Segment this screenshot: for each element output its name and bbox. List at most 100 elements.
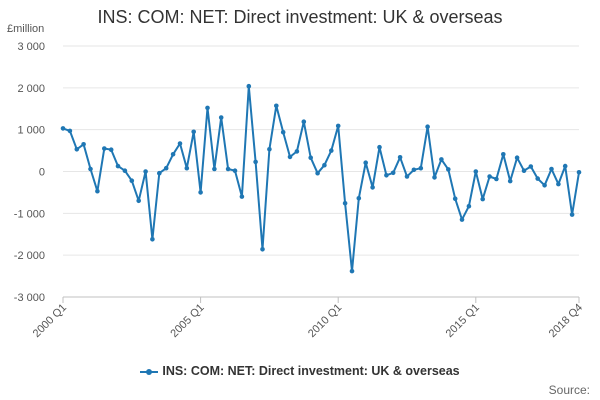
x-tick-label: 2010 Q1: [306, 302, 344, 340]
data-point: [452, 196, 458, 201]
x-tick-label: 2005 Q1: [168, 302, 206, 340]
x-tick-label: 2000 Q1: [31, 302, 69, 340]
data-point: [267, 147, 272, 152]
data-point: [184, 165, 190, 171]
data-point: [143, 169, 148, 174]
data-point: [501, 152, 506, 157]
data-point: [170, 152, 176, 157]
data-point: [280, 129, 286, 135]
data-point: [102, 146, 107, 151]
data-point: [274, 103, 279, 109]
data-point: [335, 123, 341, 129]
series-line: [62, 85, 580, 273]
data-point: [260, 247, 265, 252]
y-tick-label: 0: [39, 167, 45, 179]
data-point: [397, 155, 403, 160]
gridlines: [63, 45, 579, 256]
data-point: [157, 170, 162, 176]
y-tick-label: 2 000: [17, 83, 45, 95]
data-point: [287, 154, 293, 160]
data-point: [432, 175, 437, 180]
data-point: [225, 166, 231, 172]
data-point: [60, 126, 66, 131]
data-point: [363, 160, 369, 165]
data-point: [205, 105, 210, 111]
data-point: [74, 147, 80, 152]
data-point: [177, 141, 183, 146]
x-tick-label: 2018 Q4: [547, 302, 585, 340]
data-point: [556, 181, 561, 187]
data-point: [329, 148, 334, 153]
y-tick-label: -2 000: [14, 250, 45, 262]
data-point: [88, 166, 93, 172]
data-point: [115, 163, 121, 169]
axes: [62, 296, 580, 303]
data-point: [108, 147, 114, 152]
legend-label: INS: COM: NET: Direct investment: UK & o…: [162, 364, 460, 378]
data-point: [390, 170, 396, 176]
data-point: [81, 142, 86, 147]
data-point: [494, 176, 499, 182]
data-point: [473, 169, 479, 174]
data-point: [370, 185, 375, 190]
source-label: Source:: [548, 383, 590, 397]
data-point: [425, 124, 430, 129]
data-point: [136, 198, 141, 204]
data-point: [480, 196, 486, 202]
legend[interactable]: INS: COM: NET: Direct investment: UK & o…: [0, 364, 600, 378]
data-point: [562, 163, 568, 169]
data-point: [322, 162, 327, 168]
data-point: [521, 168, 527, 173]
data-point: [315, 170, 320, 176]
data-point: [198, 190, 203, 195]
x-tick-labels: 2000 Q1 2005 Q1 2010 Q1 2015 Q1 2018 Q4: [31, 302, 585, 340]
data-point: [514, 155, 520, 160]
data-point: [239, 194, 245, 199]
data-point: [569, 212, 575, 217]
data-point: [163, 165, 169, 171]
data-point: [535, 176, 540, 181]
data-point: [411, 167, 417, 173]
data-point: [549, 166, 554, 172]
data-point: [253, 159, 258, 165]
data-point: [528, 164, 534, 169]
data-point: [232, 168, 238, 173]
data-point: [459, 217, 465, 222]
data-point: [129, 178, 135, 183]
data-point: [384, 173, 389, 178]
y-tick-label: 1 000: [17, 125, 45, 137]
y-tick-label: 3 000: [17, 41, 45, 53]
data-point: [349, 268, 355, 274]
data-point: [507, 178, 513, 184]
data-point: [418, 165, 424, 171]
data-point: [487, 174, 492, 179]
data-point: [150, 237, 155, 242]
chart-title: INS: COM: NET: Direct investment: UK & o…: [97, 7, 503, 27]
data-point: [308, 155, 314, 160]
data-point: [466, 203, 472, 209]
data-point: [191, 129, 196, 135]
data-point: [404, 174, 410, 179]
y-tick-labels: -3 000 -2 000 -1 000 0 1 000 2 000 3 000: [14, 41, 45, 304]
y-axis-unit-label: £million: [7, 23, 45, 35]
data-point: [576, 170, 582, 175]
data-point: [356, 196, 362, 201]
data-point: [439, 157, 444, 162]
data-point: [342, 201, 348, 206]
data-point: [446, 167, 451, 172]
data-point: [246, 83, 252, 89]
data-point: [122, 168, 128, 173]
x-tick-label: 2015 Q1: [444, 302, 482, 340]
y-tick-label: -3 000: [14, 292, 45, 304]
data-point: [542, 183, 547, 188]
data-point: [218, 115, 224, 120]
y-tick-label: -1 000: [14, 208, 45, 220]
data-point: [377, 144, 382, 150]
data-point: [95, 188, 100, 194]
data-point: [294, 149, 300, 154]
data-point: [301, 119, 307, 124]
data-series: [60, 83, 582, 274]
legend-swatch: [140, 367, 159, 377]
data-point: [67, 128, 73, 134]
